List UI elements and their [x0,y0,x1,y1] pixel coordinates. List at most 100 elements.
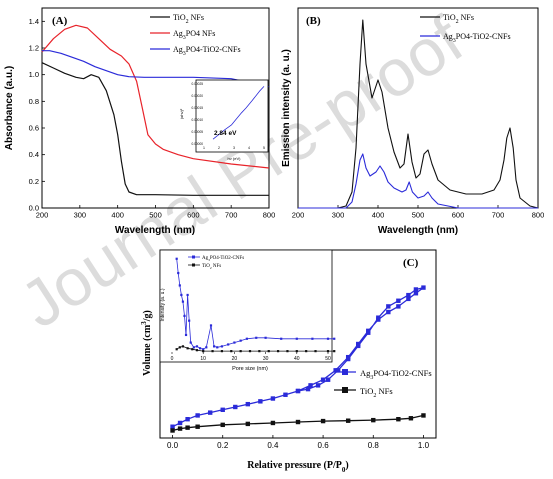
panel-a-xtick-label-300: 300 [74,211,87,220]
panel-c-series-0-marker-35 [305,386,311,392]
panel-a-inset-xtick-label-4: 4 [248,146,250,150]
legend-label-tio2-b: TiO2 NFs [443,13,474,25]
legend-label-ag3po4: Ag3PO4 NFs [173,29,215,41]
panel-a-inset-ytick-label-0.00005: 0.00005 [191,130,203,134]
panel-c-series-0-marker-12 [308,383,313,388]
panel-a-series [41,24,270,196]
panel-a-xtick-label-500: 500 [149,211,162,220]
panel-c-inset-series-1-marker-6 [202,350,205,353]
panel-c-inset-series-0-marker-1 [177,271,180,275]
panel-c-inset-series-0-marker-27 [311,337,314,340]
panel-c-series-0-marker-14 [333,368,338,373]
panel-c-inset-series-1-marker-14 [276,350,280,353]
panel-a-inset-ytick-label-0.00025: 0.00025 [191,82,203,86]
panel-c-inset-series-1-marker-19 [326,350,330,353]
panel-a-inset-curve [212,86,265,140]
panel-c-inset-series-1-marker-16 [295,350,298,353]
panel-c-series-0-marker-21 [406,296,411,302]
panel-c-inset-series-1-marker-9 [230,350,233,353]
panel-c-inset-series-0-marker-6 [184,333,188,337]
panel-c-inset-xtick-label-40: 40 [294,356,300,362]
panel-c-inset-series-0 [176,258,335,350]
panel-a-ytick-label-0.0: 0.0 [29,204,39,213]
legend-label-composite-b: Ag3PO4-TiO2-CNFs [443,32,511,44]
panel-a-ytick-label-1.2: 1.2 [29,44,39,53]
panel-c-series-0-marker-22 [413,291,419,296]
panel-c-inset-series-0-marker-12 [198,347,202,350]
panel-a-series-2 [42,50,270,88]
panel-c-label: (C) [403,257,419,269]
panel-b-series-0 [298,19,539,209]
panel-b-xtick-label-700: 700 [492,211,505,220]
panel-c-inset-series-0-marker-10 [192,346,195,349]
panel-c-inset-series-0-marker-23 [255,336,258,339]
panel-c-ylabel: Volume (cm3/g) [140,310,153,376]
panel-b: 200 300 400 500 600 700 800 (B) Wavelength (nm… [281,7,544,236]
panel-c-series-1-marker-6 [270,420,276,426]
panel-c-xtick-label-0.2: 0.2 [217,441,229,450]
panel-c-inset-series-0-marker-17 [216,346,219,349]
panel-c-series-1-marker-4 [220,422,225,428]
panel-a-xtick-label-700: 700 [225,211,238,220]
panel-c-series-0-marker-32 [335,368,341,373]
panel-a-ylabel: Absorbance (a.u.) [4,66,15,150]
panel-c-series-0-marker-25 [406,292,411,298]
panel-c-series-1-marker-1 [177,426,183,431]
panel-b-xtick-label-500: 500 [412,211,425,220]
panel-b-ylabel: Emission intensity (a. u.) [281,49,292,167]
panel-c-series-0-marker-13 [320,377,326,382]
panel-c-inset-series-0-marker-24 [264,336,267,339]
panel-c-inset-series-1-marker-5 [195,349,199,352]
panel-a-ytick-label-1.4: 1.4 [29,17,39,26]
panel-a-ytick-label-0.6: 0.6 [29,124,39,133]
panel-c-inset-series-0-marker-13 [202,348,205,351]
panel-c-legend: Ag3PO4-TiO2-CNFs TiO2 NFs [334,368,432,399]
panel-b-ticks: 200 300 400 500 600 700 800 [292,205,544,220]
panel-c-inset-legend: Ag3PO4-TiO2-CNFs TiO2 NFs [188,255,244,270]
legend-label-tio2: TiO2 NFs [173,13,204,25]
panel-c-inset-series-0-marker-20 [233,341,236,344]
panel-c-inset-series-1-marker-1 [178,346,181,349]
panel-c-xtick-label-0.0: 0.0 [167,441,179,450]
panel-c-inset-xtick-label-0: 0 [171,356,174,362]
panel-a-label: (A) [52,15,68,27]
panel-c-series-0-marker-23 [421,285,426,290]
panel-c-series-0-marker-19 [386,309,391,315]
legend-marker-composite-c [342,369,348,375]
panel-c-series-0-marker-26 [396,298,401,303]
panel-c-series-0-marker-7 [245,401,251,407]
panel-c-series-1-marker-2 [185,425,190,430]
inset-legend-marker-tio2 [192,263,195,267]
panel-c-inset-series-0-marker-22 [245,337,248,340]
panel-c-series-0-marker-34 [315,383,321,388]
panel-a-xlabel: Wavelength (nm) [115,225,195,236]
panel-c-series-1-marker-3 [195,424,200,429]
panel-a-xtick-label-800: 800 [263,211,276,220]
panel-c-inset-series-1-marker-17 [305,350,308,353]
panel-c-inset-series-0-marker-9 [189,341,192,344]
inset-legend-marker-composite [192,255,195,259]
panel-a-legend: TiO2 NFs Ag3PO4 NFs Ag3PO4-TiO2-CNFs [150,13,241,57]
panel-c-series-1-marker-12 [408,416,414,421]
panel-c-inset-series-1-marker-13 [267,350,270,353]
panel-c-inset-series-0-marker-16 [213,345,216,348]
panel-c-xlabel: Relative pressure (P/P0) [247,460,348,474]
panel-c-series-1-marker-7 [295,419,301,425]
panel-c-inset-xtick-label-30: 30 [263,356,269,362]
panel-c-series-1-marker-9 [345,418,351,423]
panel-c-series-1-marker-11 [396,417,401,422]
panel-c-series-0-marker-0 [170,424,175,429]
panel-a-inset-plot: 1 2 3 4 5 0.00025 0.00020 0.00015 0.00010 0.00005… [191,82,265,150]
panel-c-inset-plot: 0 10 20 30 40 50 [171,257,336,362]
panel-c-series-0-marker-5 [220,407,225,412]
panel-c-series-0-marker-36 [295,388,301,394]
panel-c-inset-series-1-marker-2 [181,345,185,348]
panel-c-series-0-marker-24 [413,287,419,292]
panel-c-inset-series-1-marker-15 [286,350,289,353]
panel-c-ticks: 0.0 0.2 0.4 0.6 0.8 1.0 [167,435,430,450]
panel-c-inset-series-0-marker-5 [183,314,186,318]
panel-c-xtick-label-0.4: 0.4 [267,441,279,450]
panel-a-inset-xtick-label-5: 5 [263,146,265,150]
panel-c-inset-series-0-marker-0 [175,257,178,260]
